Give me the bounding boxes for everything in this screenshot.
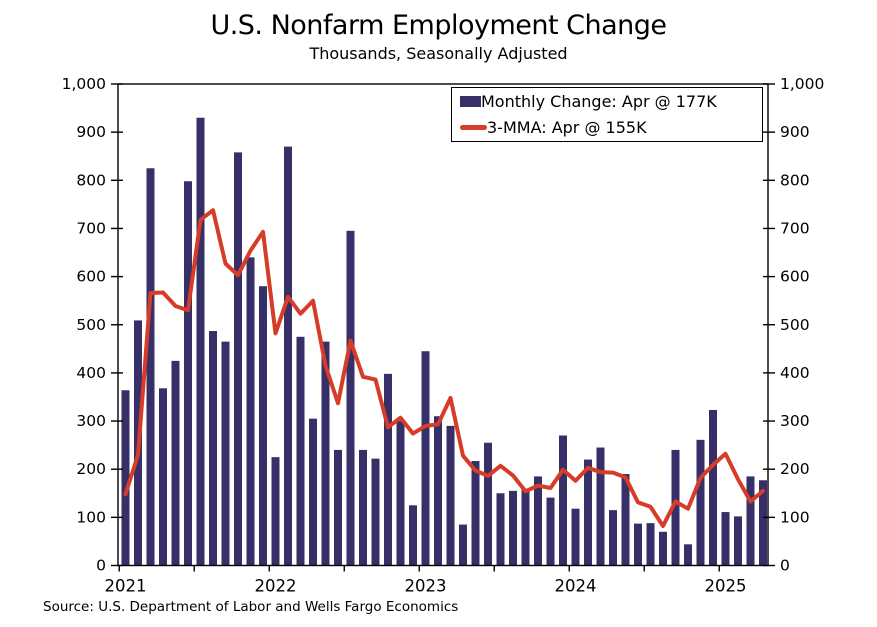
bar <box>396 421 405 566</box>
bar-swatch-icon <box>460 96 481 107</box>
legend-item-monthly-change: Monthly Change: Apr @ 177K <box>460 92 754 111</box>
bar <box>159 388 167 566</box>
y-axis-label-left: 700 <box>76 219 106 237</box>
bar <box>696 439 705 566</box>
y-axis-label-left: 1,000 <box>62 75 106 93</box>
bar <box>309 418 317 566</box>
bar <box>609 510 617 566</box>
bar <box>259 286 267 566</box>
bar <box>596 447 605 566</box>
bar <box>371 458 380 566</box>
y-axis-label-right: 400 <box>780 364 810 382</box>
bar <box>509 490 517 566</box>
legend: Monthly Change: Apr @ 177K 3-MMA: Apr @ … <box>451 87 763 142</box>
bar <box>459 524 467 566</box>
bar <box>409 505 417 566</box>
bar <box>359 449 367 566</box>
bar <box>471 461 480 566</box>
bar <box>659 531 667 566</box>
y-axis-label-left: 900 <box>76 123 106 141</box>
y-axis-label-right: 900 <box>780 123 810 141</box>
bar <box>584 459 592 566</box>
bar <box>271 457 280 566</box>
y-axis-label-left: 400 <box>76 364 106 382</box>
x-axis-year-label: 2023 <box>405 577 447 596</box>
bar <box>621 474 630 566</box>
legend-label-monthly-change: Monthly Change: Apr @ 177K <box>481 92 717 111</box>
y-axis-label-left: 500 <box>76 316 106 334</box>
bar <box>334 449 342 566</box>
bar <box>146 168 155 566</box>
y-axis-label-right: 300 <box>780 412 810 430</box>
bar <box>759 480 767 566</box>
bar <box>246 257 255 566</box>
y-axis-label-right: 200 <box>780 460 810 478</box>
line-swatch-icon <box>460 125 487 130</box>
bar <box>546 497 555 566</box>
y-axis-label-right: 1,000 <box>780 75 824 93</box>
legend-item-3mma: 3-MMA: Apr @ 155K <box>460 118 754 137</box>
bar <box>646 523 655 566</box>
bar <box>684 544 692 566</box>
bar <box>209 331 217 566</box>
y-axis-label-left: 100 <box>76 508 106 526</box>
y-axis-label-left: 600 <box>76 268 106 286</box>
x-axis-year-label: 2022 <box>255 577 297 596</box>
bar <box>521 489 530 566</box>
bar <box>446 425 455 566</box>
y-axis-label-left: 300 <box>76 412 106 430</box>
bar <box>634 523 642 566</box>
bar <box>709 409 717 566</box>
y-axis-label-right: 700 <box>780 219 810 237</box>
y-axis-label-right: 100 <box>780 508 810 526</box>
bar <box>284 146 292 566</box>
y-axis-label-left: 0 <box>96 557 106 575</box>
y-axis-label-right: 500 <box>780 316 810 334</box>
bar <box>734 516 742 566</box>
y-axis-label-left: 200 <box>76 460 106 478</box>
bar <box>121 390 130 566</box>
bar <box>321 341 330 566</box>
bar <box>346 230 355 566</box>
y-axis-label-right: 800 <box>780 171 810 189</box>
y-axis-label-left: 800 <box>76 171 106 189</box>
bar <box>571 508 580 566</box>
chart-title: U.S. Nonfarm Employment Change <box>210 10 667 41</box>
y-axis-label-right: 0 <box>780 557 790 575</box>
mma-line <box>123 208 765 528</box>
bar <box>221 341 230 566</box>
bar <box>234 152 242 566</box>
bar <box>534 476 542 566</box>
bar <box>384 373 392 566</box>
bar <box>746 476 755 566</box>
bar <box>496 493 505 566</box>
y-axis-label-right: 600 <box>780 268 810 286</box>
bar <box>721 512 730 566</box>
x-axis-year-label: 2025 <box>705 577 747 596</box>
x-axis-year-label: 2024 <box>555 577 597 596</box>
bar <box>296 336 305 566</box>
bar <box>171 360 180 566</box>
bar <box>196 117 205 566</box>
legend-label-3mma: 3-MMA: Apr @ 155K <box>487 118 647 137</box>
bar <box>434 416 442 566</box>
bar <box>559 435 567 566</box>
bar <box>484 442 492 566</box>
bar <box>671 449 680 566</box>
bar <box>421 351 430 566</box>
bar <box>184 181 192 566</box>
x-axis-year-label: 2021 <box>105 577 147 596</box>
source-note: Source: U.S. Department of Labor and Wel… <box>43 599 459 615</box>
chart-subtitle: Thousands, Seasonally Adjusted <box>309 44 568 63</box>
